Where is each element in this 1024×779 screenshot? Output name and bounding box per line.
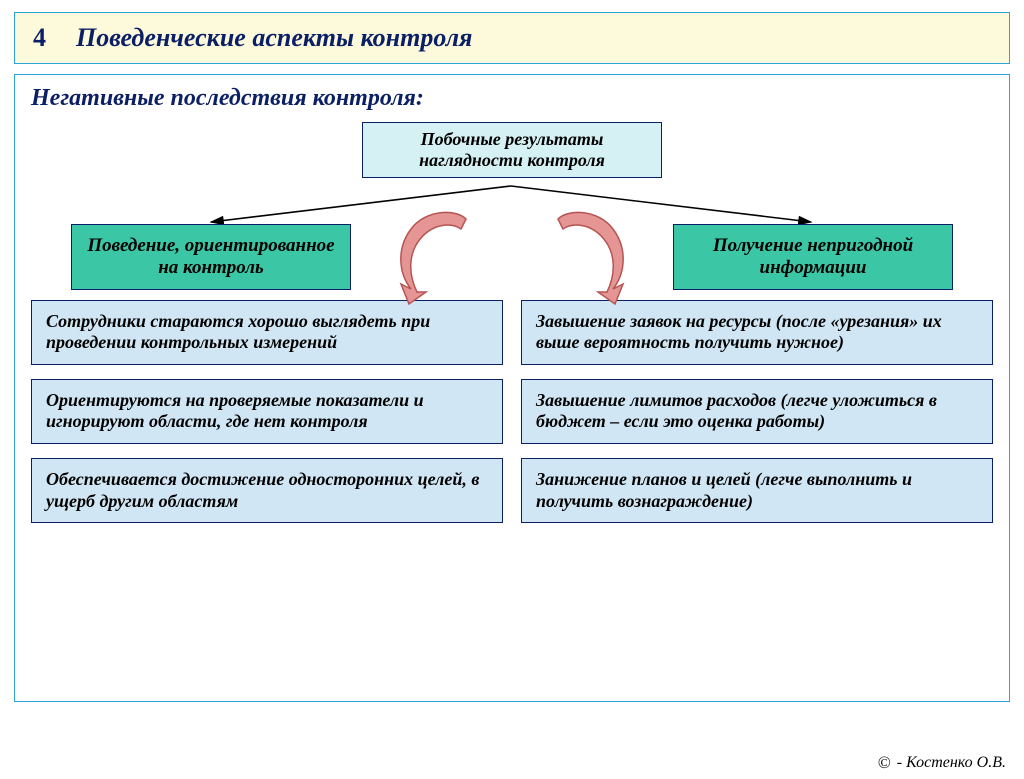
branch-left: Поведение, ориентированное на контроль bbox=[71, 224, 351, 290]
right-column: Завышение заявок на ресурсы (после «урез… bbox=[521, 300, 993, 524]
title-bar: 4 Поведенческие аспекты контроля bbox=[14, 12, 1010, 64]
detail-box: Завышение лимитов расходов (легче уложит… bbox=[521, 379, 993, 444]
section-title: Поведенческие аспекты контроля bbox=[76, 23, 472, 53]
branch-row: Поведение, ориентированное на контроль П… bbox=[31, 224, 993, 290]
footer-credit: © - Костенко О.В. bbox=[878, 753, 1006, 773]
root-node: Побочные результаты наглядности контроля bbox=[362, 122, 662, 178]
main-panel: Негативные последствия контроля: Побочны… bbox=[14, 74, 1010, 702]
columns: Сотрудники стараются хорошо выглядеть пр… bbox=[31, 300, 993, 524]
detail-box: Обеспечивается достижение односторонних … bbox=[31, 458, 503, 523]
left-column: Сотрудники стараются хорошо выглядеть пр… bbox=[31, 300, 503, 524]
detail-box: Занижение планов и целей (легче выполнит… bbox=[521, 458, 993, 523]
author-name: - Костенко О.В. bbox=[897, 754, 1006, 772]
subtitle: Негативные последствия контроля: bbox=[31, 85, 993, 112]
section-number: 4 bbox=[33, 23, 46, 53]
curved-arrow-right-icon bbox=[533, 204, 653, 314]
curved-arrow-left-icon bbox=[371, 204, 491, 314]
copyright-icon: © bbox=[878, 753, 891, 773]
detail-box: Ориентируются на проверяемые показатели … bbox=[31, 379, 503, 444]
split-arrows bbox=[31, 184, 993, 224]
branch-right: Получение непригодной информации bbox=[673, 224, 953, 290]
